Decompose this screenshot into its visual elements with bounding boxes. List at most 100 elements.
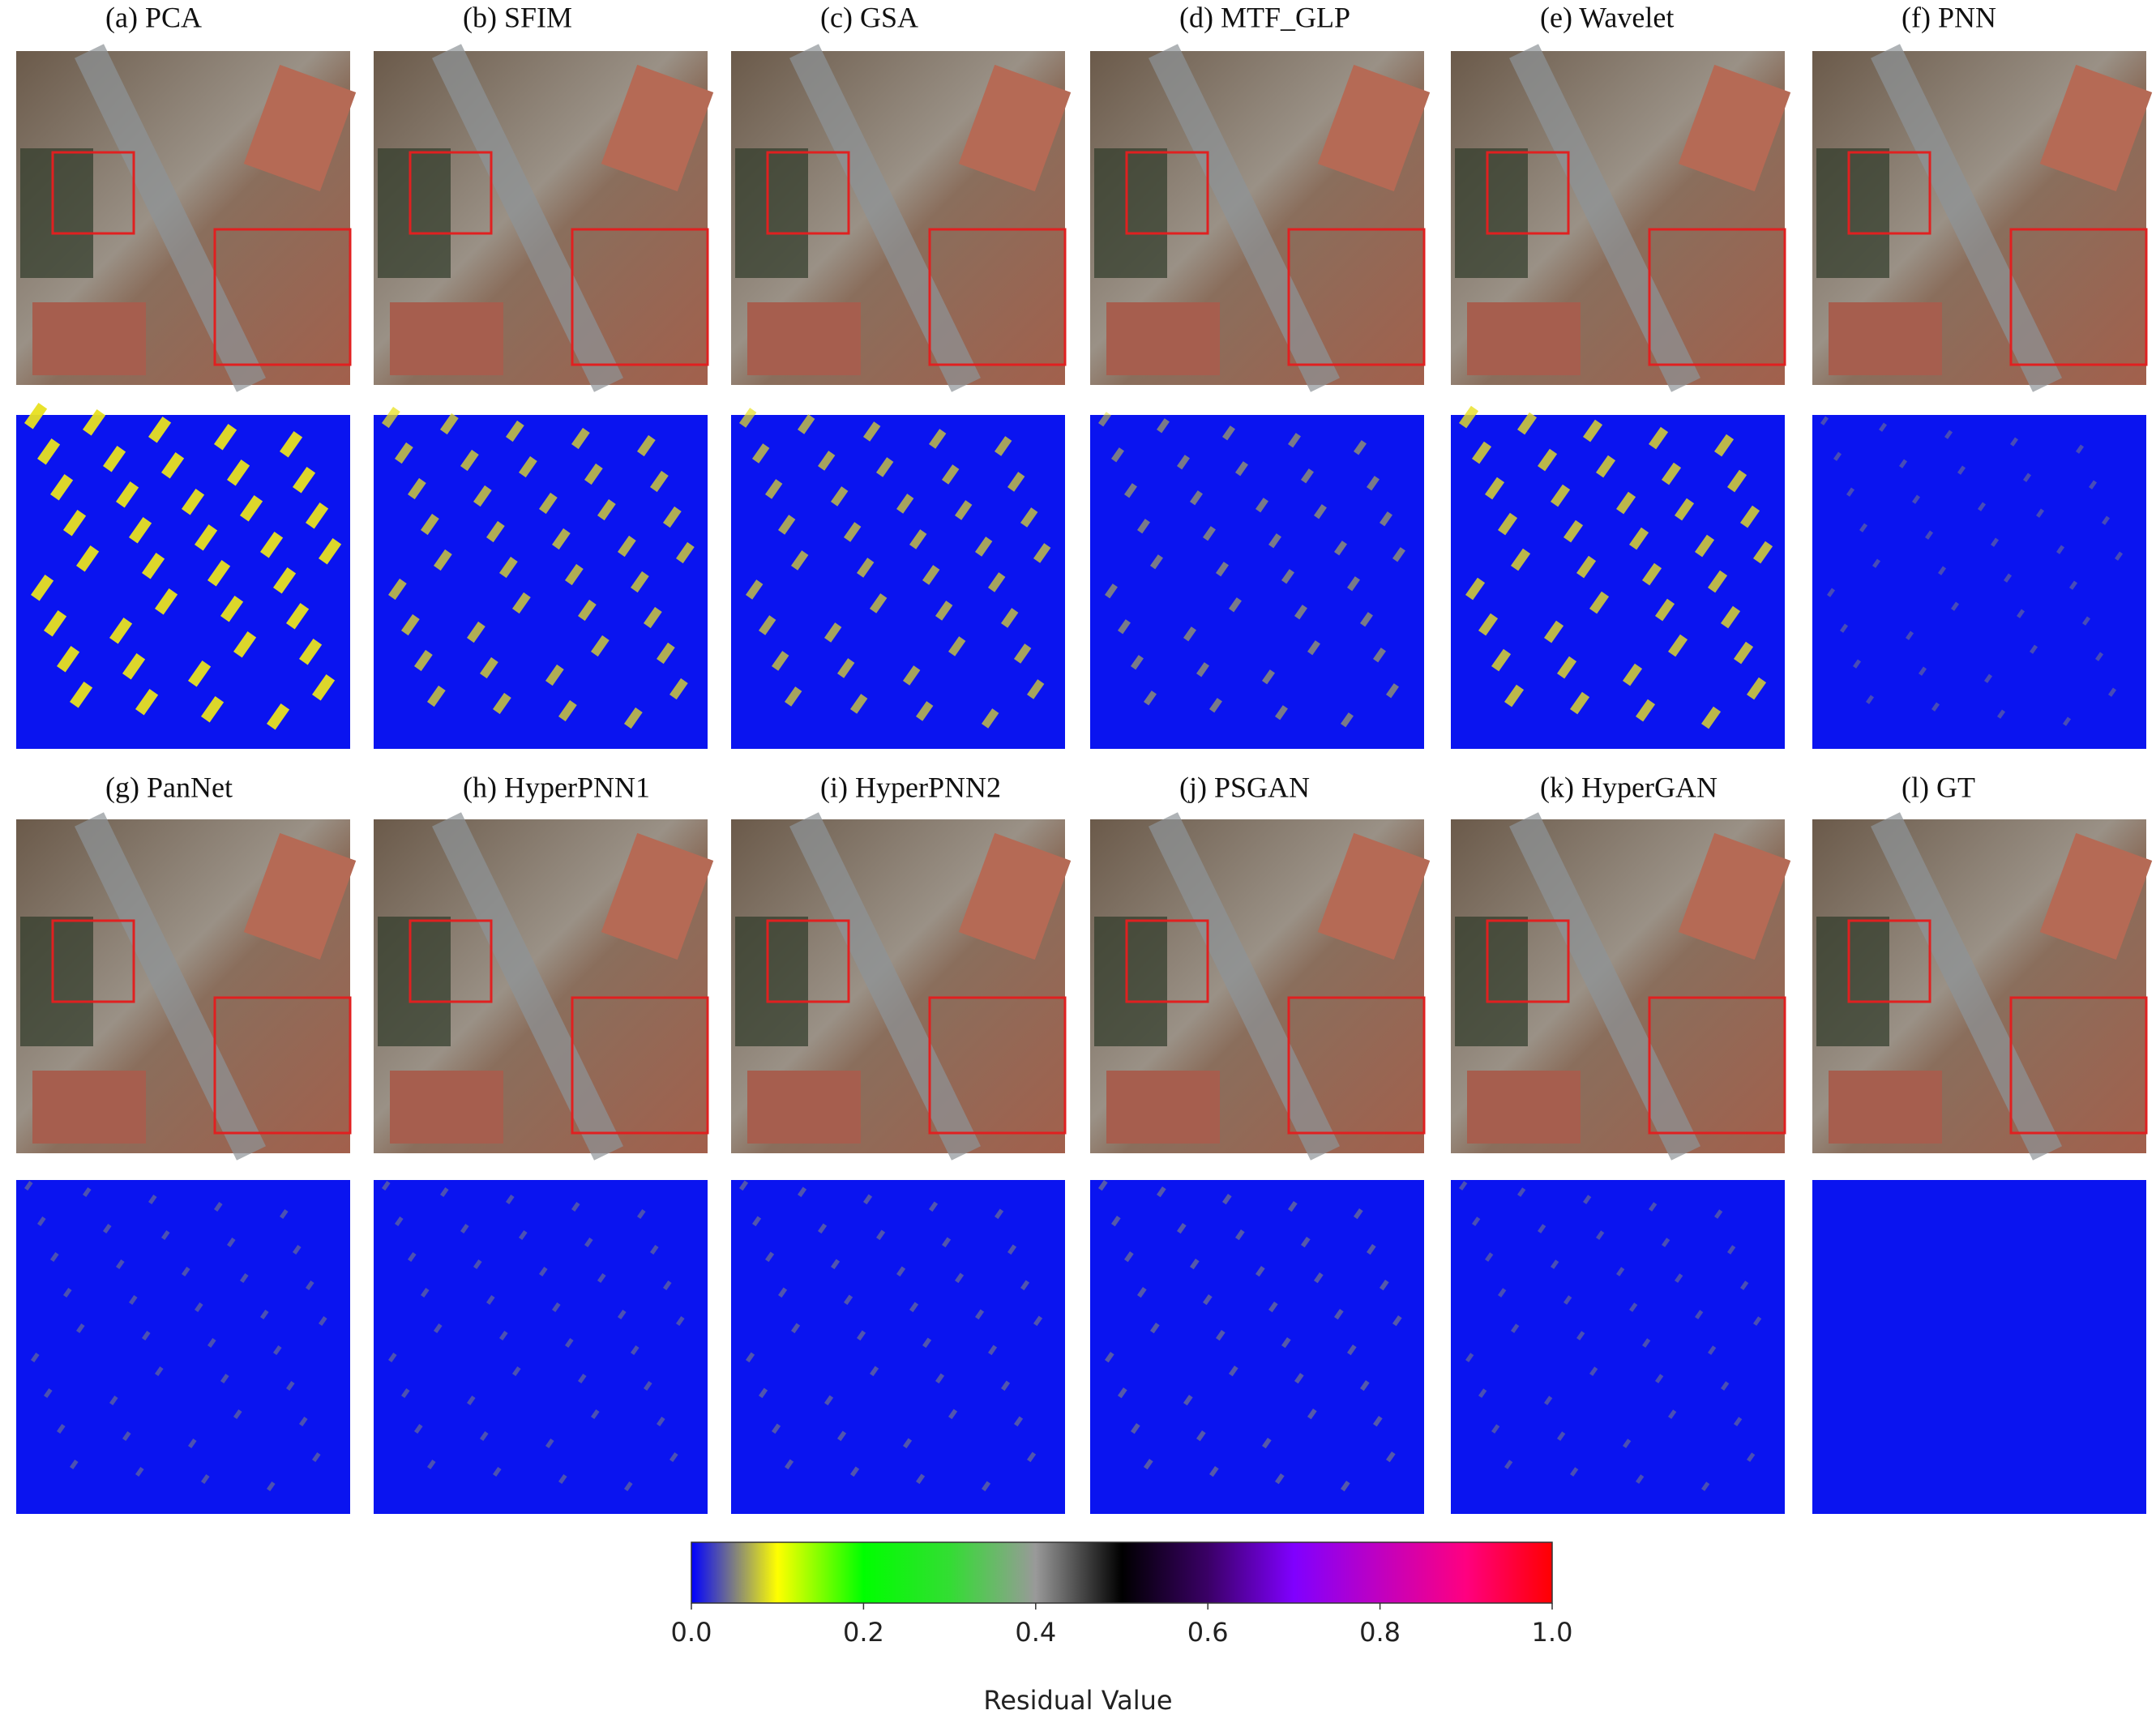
residual-spot bbox=[1662, 462, 1682, 485]
residual-spot bbox=[408, 1251, 417, 1262]
residual-spot bbox=[50, 1251, 59, 1262]
residual-spot bbox=[935, 601, 953, 621]
panel-label: (k) HyperGAN bbox=[1540, 771, 1718, 803]
residual-spot bbox=[1569, 691, 1590, 715]
road bbox=[75, 44, 266, 392]
residual-spot bbox=[995, 1208, 1004, 1220]
residual-spot bbox=[207, 560, 231, 587]
residual-spot bbox=[1635, 1474, 1645, 1484]
residual-spot bbox=[76, 1323, 85, 1333]
residual-spot bbox=[1668, 634, 1688, 657]
residual-spot bbox=[1000, 1380, 1011, 1392]
residual-spot bbox=[1747, 1452, 1756, 1462]
residual-spot bbox=[630, 1345, 640, 1355]
residual-spot bbox=[1262, 1438, 1272, 1449]
residual-spot bbox=[857, 1330, 866, 1341]
residual-spot bbox=[1906, 631, 1914, 640]
residual-spot bbox=[623, 707, 643, 729]
residual-spot bbox=[1978, 502, 1987, 511]
residual-spot bbox=[637, 1208, 646, 1219]
residual-spot bbox=[571, 1201, 580, 1212]
tick-label: 1.0 bbox=[1532, 1617, 1573, 1648]
residual-spot bbox=[942, 464, 960, 485]
residual-bg bbox=[1090, 1180, 1424, 1514]
residual-spot bbox=[82, 1186, 92, 1197]
residual-map bbox=[16, 403, 350, 749]
residual-spot bbox=[1033, 543, 1051, 563]
residual-spot bbox=[395, 442, 413, 464]
residual-spot bbox=[1641, 1338, 1651, 1348]
residual-spot bbox=[1334, 1309, 1344, 1320]
residual-spot bbox=[1747, 677, 1767, 700]
residual-spot bbox=[182, 1266, 190, 1276]
residual-spot bbox=[2063, 716, 2072, 726]
residual-spot bbox=[1268, 533, 1281, 549]
residual-spot bbox=[1294, 1373, 1304, 1384]
roof bbox=[1467, 1071, 1581, 1144]
residual-spot bbox=[401, 614, 420, 636]
residual-spot bbox=[36, 1216, 46, 1226]
residual-spot bbox=[1288, 433, 1301, 448]
residual-spot bbox=[955, 500, 973, 520]
residual-spot bbox=[1386, 683, 1399, 699]
residual-spot bbox=[2023, 472, 2032, 482]
residual-spot bbox=[1131, 1423, 1140, 1434]
tick-label: 0.2 bbox=[843, 1617, 884, 1648]
residual-spot bbox=[1714, 434, 1735, 457]
residual-spot bbox=[135, 1466, 144, 1477]
residual-spot bbox=[1872, 558, 1881, 568]
residual-spot bbox=[1098, 412, 1111, 427]
residual-spot bbox=[669, 1452, 678, 1462]
residual-spot bbox=[1354, 440, 1367, 455]
aerial-image bbox=[1451, 44, 1791, 392]
residual-spot bbox=[1177, 1223, 1187, 1234]
residual-spot bbox=[785, 686, 802, 707]
panel-label: (h) HyperPNN1 bbox=[463, 771, 650, 803]
residual-spot bbox=[1118, 619, 1131, 635]
residual-spot bbox=[434, 1323, 443, 1333]
residual-spot bbox=[974, 1309, 985, 1320]
residual-spot bbox=[1551, 484, 1571, 507]
residual-spot bbox=[837, 658, 855, 678]
aerial-image bbox=[1451, 812, 1791, 1161]
residual-spot bbox=[259, 1309, 269, 1319]
residual-spot bbox=[1189, 1259, 1200, 1270]
roof bbox=[2039, 64, 2153, 192]
road bbox=[1871, 812, 2062, 1161]
residual-spot bbox=[909, 1302, 919, 1313]
residual-spot bbox=[954, 1272, 965, 1284]
residual-bg bbox=[1812, 415, 2146, 749]
residual-spot bbox=[30, 1352, 40, 1362]
residual-spot bbox=[519, 1229, 528, 1240]
residual-spot bbox=[916, 1473, 926, 1485]
residual-spot bbox=[1951, 601, 1960, 611]
panel-label: (l) GT bbox=[1901, 771, 1975, 803]
residual-spot bbox=[649, 470, 669, 493]
road bbox=[789, 812, 981, 1161]
residual-spot bbox=[1209, 1466, 1219, 1477]
residual-spot bbox=[69, 682, 93, 708]
panel-label: (g) PanNet bbox=[105, 771, 233, 803]
aerial-image bbox=[731, 44, 1072, 392]
residual-spot bbox=[831, 1259, 841, 1270]
residual-spot bbox=[1465, 1353, 1474, 1362]
residual-spot bbox=[1014, 643, 1032, 664]
road bbox=[1871, 44, 2062, 392]
residual-spot bbox=[797, 1186, 807, 1198]
residual-spot bbox=[420, 513, 439, 536]
residual-spot bbox=[2069, 580, 2078, 590]
residual-spot bbox=[1281, 1337, 1291, 1349]
residual-spot bbox=[306, 1280, 314, 1290]
residual-spot bbox=[1879, 422, 1888, 432]
residual-spot bbox=[1341, 712, 1354, 728]
aerial-image bbox=[16, 44, 357, 392]
residual-spot bbox=[818, 451, 836, 471]
residual-spot bbox=[1504, 684, 1525, 708]
panel-label: (a) PCA bbox=[105, 1, 202, 33]
residual-spot bbox=[1623, 663, 1643, 686]
zoom-box bbox=[1486, 919, 1570, 1003]
residual-spot bbox=[656, 1416, 665, 1426]
residual-spot bbox=[486, 520, 505, 543]
roof bbox=[243, 64, 357, 192]
residual-spot bbox=[636, 434, 656, 457]
